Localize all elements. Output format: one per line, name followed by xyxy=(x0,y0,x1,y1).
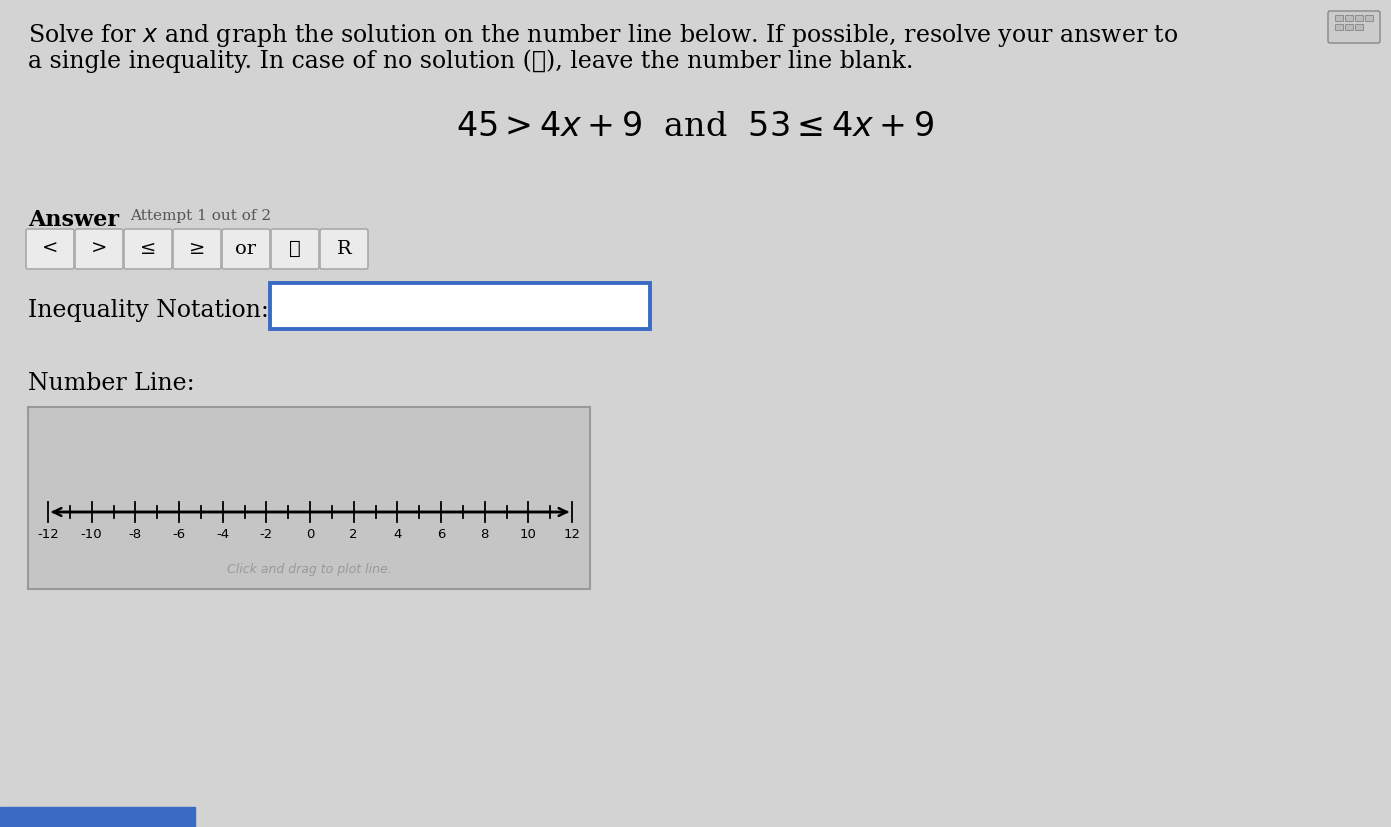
Text: Attempt 1 out of 2: Attempt 1 out of 2 xyxy=(129,209,271,223)
Text: -4: -4 xyxy=(216,528,230,541)
Text: -2: -2 xyxy=(260,528,273,541)
FancyBboxPatch shape xyxy=(1335,16,1344,22)
FancyBboxPatch shape xyxy=(320,229,369,269)
Text: Click and drag to plot line.: Click and drag to plot line. xyxy=(227,562,391,576)
Text: 10: 10 xyxy=(520,528,537,541)
FancyBboxPatch shape xyxy=(124,229,172,269)
FancyBboxPatch shape xyxy=(1366,16,1373,22)
Text: Inequality Notation:: Inequality Notation: xyxy=(28,299,268,322)
Text: -10: -10 xyxy=(81,528,103,541)
FancyBboxPatch shape xyxy=(1345,16,1353,22)
FancyBboxPatch shape xyxy=(26,229,74,269)
FancyBboxPatch shape xyxy=(172,229,221,269)
FancyBboxPatch shape xyxy=(1355,25,1363,31)
FancyBboxPatch shape xyxy=(1328,11,1380,43)
FancyBboxPatch shape xyxy=(271,229,319,269)
Text: 4: 4 xyxy=(394,528,402,541)
FancyBboxPatch shape xyxy=(1355,16,1363,22)
Text: R: R xyxy=(337,240,352,258)
Bar xyxy=(0,807,195,827)
Text: 2: 2 xyxy=(349,528,357,541)
Text: $45 > 4x + 9$  and  $53 \leq 4x + 9$: $45 > 4x + 9$ and $53 \leq 4x + 9$ xyxy=(456,111,933,143)
Text: -12: -12 xyxy=(38,528,58,541)
Text: Answer: Answer xyxy=(28,209,120,231)
FancyBboxPatch shape xyxy=(270,283,650,329)
Text: ≤: ≤ xyxy=(140,240,156,258)
Text: Number Line:: Number Line: xyxy=(28,372,195,395)
Text: <: < xyxy=(42,240,58,258)
Text: -8: -8 xyxy=(129,528,142,541)
Text: 8: 8 xyxy=(480,528,488,541)
Text: 0: 0 xyxy=(306,528,314,541)
Text: >: > xyxy=(90,240,107,258)
Text: 6: 6 xyxy=(437,528,445,541)
Text: 12: 12 xyxy=(563,528,580,541)
FancyBboxPatch shape xyxy=(28,407,590,589)
Text: a single inequality. In case of no solution (∅), leave the number line blank.: a single inequality. In case of no solut… xyxy=(28,49,914,73)
Text: ≥: ≥ xyxy=(189,240,206,258)
Text: Solve for $x$ and graph the solution on the number line below. If possible, reso: Solve for $x$ and graph the solution on … xyxy=(28,22,1178,49)
FancyBboxPatch shape xyxy=(1335,25,1344,31)
FancyBboxPatch shape xyxy=(1345,25,1353,31)
Text: ∅: ∅ xyxy=(289,240,300,258)
Text: or: or xyxy=(235,240,256,258)
FancyBboxPatch shape xyxy=(75,229,122,269)
Text: -6: -6 xyxy=(172,528,185,541)
FancyBboxPatch shape xyxy=(223,229,270,269)
